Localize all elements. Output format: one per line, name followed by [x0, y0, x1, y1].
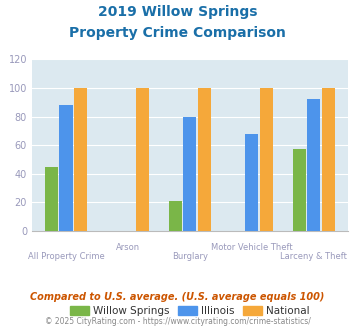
Bar	[184, 116, 196, 231]
Legend: Willow Springs, Illinois, National: Willow Springs, Illinois, National	[66, 301, 313, 320]
Text: Arson: Arson	[116, 243, 140, 251]
Text: 2019 Willow Springs: 2019 Willow Springs	[98, 5, 257, 19]
Text: Motor Vehicle Theft: Motor Vehicle Theft	[211, 243, 293, 251]
Bar	[45, 167, 58, 231]
Text: Larceny & Theft: Larceny & Theft	[280, 252, 347, 261]
Bar	[198, 88, 211, 231]
Bar	[245, 134, 258, 231]
Bar	[293, 149, 306, 231]
Text: © 2025 CityRating.com - https://www.cityrating.com/crime-statistics/: © 2025 CityRating.com - https://www.city…	[45, 317, 310, 326]
Text: All Property Crime: All Property Crime	[28, 252, 104, 261]
Bar	[322, 88, 335, 231]
Bar	[136, 88, 149, 231]
Text: Burglary: Burglary	[172, 252, 208, 261]
Text: Compared to U.S. average. (U.S. average equals 100): Compared to U.S. average. (U.S. average …	[30, 292, 325, 302]
Bar	[169, 201, 182, 231]
Bar	[74, 88, 87, 231]
Bar	[307, 99, 320, 231]
Bar	[60, 105, 72, 231]
Bar	[260, 88, 273, 231]
Text: Property Crime Comparison: Property Crime Comparison	[69, 26, 286, 40]
